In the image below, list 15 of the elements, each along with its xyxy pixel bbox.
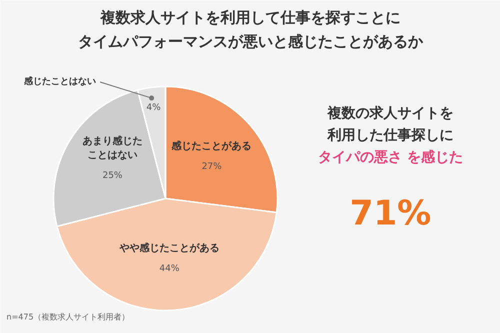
slice-label: 感じたことがある [170, 140, 252, 152]
text: 71% [350, 194, 432, 234]
text: n=475（複数求人サイト利用者） [6, 312, 130, 322]
data-label: 25% [102, 171, 123, 182]
text: タイパの悪さ を感じた [318, 150, 463, 166]
data-label: 27% [202, 162, 222, 172]
data-label: 44% [159, 264, 180, 274]
chart-subtitle: タイムパフォーマンスが悪いと感じたことがあるか [78, 32, 424, 50]
data-label: 4% [146, 103, 162, 114]
text: 複数の求人サイトを [326, 104, 454, 122]
chart-title: 複数求人サイトを利用して仕事を探すことに [100, 8, 400, 26]
slice-label: 感じたことはない [23, 76, 96, 88]
slice-label: やや感じたことがある [118, 242, 220, 254]
slice-label: あまり感じたことはない [82, 134, 142, 162]
text: 利用した仕事探しに [326, 128, 454, 144]
